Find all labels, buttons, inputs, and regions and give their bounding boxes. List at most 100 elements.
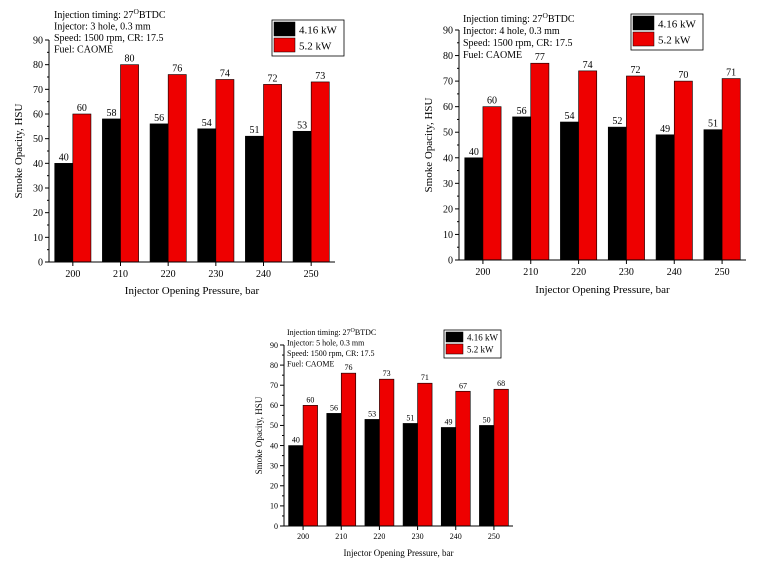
info-annotation: Speed: 1500 rpm, CR: 17.5 (463, 38, 572, 49)
y-tick-label: 10 (270, 502, 278, 511)
data-label: 71 (421, 373, 429, 382)
bar (560, 121, 579, 261)
legend-label: 5.2 kW (299, 41, 332, 53)
legend-label: 5.2 kW (467, 345, 494, 355)
bar (455, 390, 471, 527)
data-label: 60 (306, 395, 314, 404)
y-tick-label: 30 (443, 179, 453, 190)
y-tick-label: 90 (33, 36, 43, 47)
legend-label: 5.2 kW (658, 35, 691, 47)
y-axis-title: Smoke Opacity, HSU (13, 103, 25, 198)
data-label: 60 (77, 103, 87, 114)
y-axis-title: Smoke Opacity, HSU (423, 97, 435, 192)
bar (292, 130, 312, 263)
legend: 4.16 kW 5.2 kW (271, 19, 345, 57)
y-tick-label: 20 (33, 208, 43, 219)
info-annotation: Speed: 1500 rpm, CR: 17.5 (54, 33, 163, 44)
bar (245, 135, 264, 263)
y-tick-label: 70 (443, 77, 453, 88)
info-annotation: Fuel: CAOME (463, 50, 522, 61)
info-annotation: Injection timing: 27OBTDC (54, 7, 166, 21)
data-label: 70 (678, 70, 688, 81)
y-tick-label: 0 (38, 258, 43, 269)
bar (120, 64, 139, 263)
info-annotation: Injector: 3 hole, 0.3 mm (54, 22, 151, 33)
y-tick-label: 80 (33, 60, 43, 71)
bar (54, 163, 74, 263)
data-label: 73 (315, 71, 325, 82)
data-label: 72 (268, 73, 278, 84)
x-tick-label: 200 (475, 267, 490, 278)
y-tick-label: 10 (33, 233, 43, 244)
data-label: 77 (535, 52, 545, 63)
bar (310, 81, 330, 263)
legend-swatch (273, 37, 296, 53)
bar (288, 445, 304, 527)
data-label: 80 (125, 54, 135, 65)
data-label: 76 (172, 64, 182, 75)
y-tick-label: 60 (270, 401, 278, 410)
data-label: 73 (383, 369, 391, 378)
bar (440, 427, 457, 527)
bar (364, 419, 380, 527)
bar (215, 79, 235, 263)
data-label: 54 (564, 111, 574, 122)
data-label: 68 (497, 379, 505, 388)
info-annotation: Injection timing: 27OBTDC (287, 328, 376, 337)
x-tick-label: 250 (715, 267, 730, 278)
x-tick-label: 250 (488, 532, 500, 541)
bar (402, 423, 418, 527)
x-tick-label: 210 (335, 532, 347, 541)
y-tick-label: 0 (448, 256, 453, 267)
y-axis-title: Smoke Opacity, HSU (254, 396, 264, 474)
legend-label: 4.16 kW (658, 19, 697, 31)
y-tick-label: 30 (270, 461, 278, 470)
data-label: 74 (220, 68, 230, 79)
data-label: 76 (345, 363, 353, 372)
y-tick-label: 90 (443, 26, 453, 37)
info-annotation: Injector: 4 hole, 0.3 mm (463, 26, 560, 37)
data-label: 54 (202, 118, 212, 129)
y-tick-label: 60 (443, 102, 453, 113)
x-tick-label: 230 (619, 267, 634, 278)
y-tick-label: 70 (270, 381, 278, 390)
data-label: 51 (406, 413, 414, 422)
y-tick-label: 40 (270, 441, 278, 450)
info-annotation: Fuel: CAOME (54, 45, 113, 56)
info-annotation: Fuel: CAOME (287, 360, 334, 369)
legend-swatch (632, 15, 655, 31)
bar (102, 118, 121, 263)
legend-swatch (632, 31, 655, 47)
data-label: 74 (583, 60, 593, 71)
data-label: 40 (59, 152, 69, 163)
x-axis-title: Injector Opening Pressure, bar (344, 548, 454, 558)
x-axis-title: Injector Opening Pressure, bar (125, 285, 260, 297)
legend-swatch (445, 343, 464, 355)
x-axis-title: Injector Opening Pressure, bar (535, 284, 670, 296)
bar (326, 413, 342, 527)
x-tick-label: 210 (113, 269, 128, 280)
x-tick-label: 200 (65, 269, 80, 280)
bar (464, 157, 484, 261)
bar (263, 84, 282, 263)
y-tick-label: 10 (443, 230, 453, 241)
data-label: 56 (330, 403, 338, 412)
y-tick-label: 80 (270, 361, 278, 370)
y-tick-label: 80 (443, 51, 453, 62)
bar (379, 378, 395, 527)
legend: 4.16 kW 5.2 kW (630, 13, 704, 51)
info-annotation: Injection timing: 27OBTDC (463, 11, 575, 25)
y-tick-label: 0 (274, 522, 278, 531)
x-tick-label: 240 (256, 269, 271, 280)
y-tick-label: 50 (270, 421, 278, 430)
bar (703, 129, 723, 261)
y-tick-label: 20 (443, 204, 453, 215)
y-tick-label: 90 (270, 341, 278, 350)
bar (512, 116, 532, 261)
x-tick-label: 250 (304, 269, 319, 280)
bar (578, 70, 598, 261)
x-tick-label: 240 (667, 267, 682, 278)
x-tick-label: 240 (450, 532, 462, 541)
legend-swatch (445, 331, 464, 343)
bar (607, 126, 627, 261)
